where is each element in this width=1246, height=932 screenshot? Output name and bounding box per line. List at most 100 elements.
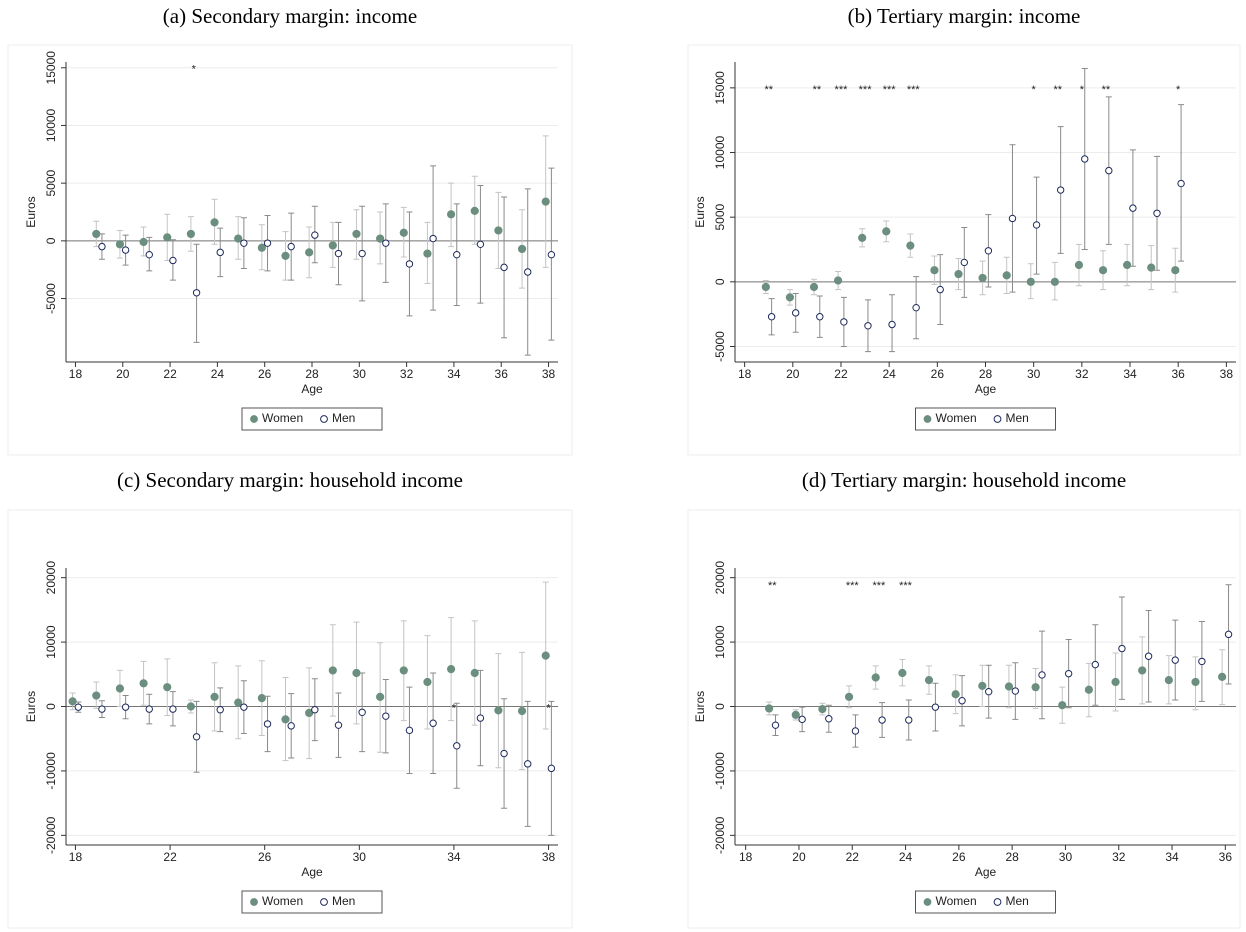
legend-box — [915, 407, 1056, 431]
significance-stars: *** — [835, 84, 849, 96]
point-estimate — [399, 228, 408, 237]
point-estimate — [192, 733, 201, 741]
point-estimate — [818, 704, 827, 714]
point-estimate — [936, 285, 944, 294]
point-estimate — [92, 691, 101, 700]
point-estimate — [453, 250, 461, 259]
x-axis-label: Age — [301, 382, 323, 396]
point-estimate — [376, 692, 385, 701]
point-estimate — [1191, 677, 1200, 687]
point-estimate — [1144, 652, 1153, 660]
point-estimate — [234, 234, 243, 243]
point-estimate — [765, 704, 774, 713]
point-estimate — [1050, 277, 1059, 286]
x-axis-label: Age — [301, 865, 323, 879]
x-tick-label: 36 — [1219, 850, 1233, 864]
point-estimate — [878, 716, 886, 724]
point-estimate — [423, 677, 432, 687]
legend-label: Women — [262, 894, 303, 908]
point-estimate — [833, 276, 843, 285]
point-estimate — [1011, 687, 1020, 695]
x-tick-label: 20 — [116, 367, 130, 381]
point-estimate — [311, 231, 319, 239]
point-estimate — [898, 668, 907, 678]
point-estimate — [216, 248, 224, 257]
point-estimate — [840, 318, 848, 326]
point-estimate — [334, 249, 343, 258]
point-estimate — [1038, 671, 1046, 679]
legend-label: Women — [936, 894, 977, 908]
point-estimate — [517, 706, 527, 716]
point-estimate — [287, 722, 295, 730]
y-tick-label: 0 — [44, 237, 58, 244]
x-tick-label: 38 — [542, 367, 556, 381]
point-estimate — [1171, 266, 1180, 275]
point-estimate — [358, 708, 366, 716]
x-tick-label: 34 — [447, 367, 461, 381]
y-tick-label: -10000 — [713, 752, 727, 790]
point-estimate — [382, 712, 390, 720]
x-axis-label: Age — [975, 865, 997, 879]
x-tick-label: 32 — [1112, 850, 1126, 864]
point-estimate — [517, 244, 527, 254]
point-estimate — [429, 719, 437, 727]
x-tick-label: 18 — [738, 367, 752, 381]
point-estimate — [547, 250, 556, 259]
point-estimate — [984, 247, 993, 255]
x-tick-label: 24 — [899, 850, 913, 864]
panel-frame — [7, 509, 573, 929]
panel-title: (c) Secondary margin: household income — [117, 468, 463, 492]
significance-stars: * — [1176, 84, 1181, 96]
x-tick-label: 32 — [1075, 367, 1089, 381]
y-tick-label: 20000 — [44, 561, 58, 595]
significance-stars: * — [1080, 84, 1085, 96]
point-estimate — [1008, 214, 1017, 223]
x-tick-label: 18 — [739, 850, 753, 864]
x-tick-label: 36 — [495, 367, 509, 381]
point-estimate — [1032, 221, 1041, 229]
point-estimate — [1098, 266, 1108, 275]
point-estimate — [240, 703, 248, 711]
point-estimate — [809, 282, 819, 292]
point-estimate — [524, 760, 532, 768]
point-estimate — [1081, 155, 1089, 163]
x-tick-label: 20 — [792, 850, 806, 864]
point-estimate — [305, 708, 314, 718]
point-estimate — [1026, 277, 1035, 286]
point-estimate — [1084, 685, 1093, 694]
point-estimate — [192, 289, 201, 297]
point-estimate — [163, 683, 172, 692]
y-tick-label: -20000 — [44, 816, 58, 854]
point-estimate — [115, 240, 125, 249]
point-estimate — [121, 703, 130, 711]
y-tick-label: 10000 — [713, 136, 727, 170]
point-estimate — [1064, 669, 1073, 678]
legend-label: Women — [936, 411, 977, 425]
significance-stars: * — [546, 702, 551, 714]
point-estimate — [1164, 675, 1173, 685]
x-tick-label: 38 — [542, 850, 556, 864]
point-estimate — [984, 687, 993, 696]
point-estimate — [767, 313, 776, 321]
y-tick-label: -20000 — [713, 816, 727, 854]
x-tick-label: 26 — [258, 367, 272, 381]
point-estimate — [145, 705, 153, 713]
y-tick-label: 0 — [713, 278, 727, 285]
y-tick-label: 10000 — [44, 625, 58, 659]
significance-stars: ** — [768, 580, 777, 592]
point-estimate — [960, 258, 969, 267]
y-tick-label: 15000 — [713, 71, 727, 105]
point-estimate — [399, 666, 408, 675]
point-estimate — [311, 706, 319, 714]
point-estimate — [405, 260, 414, 268]
legend-marker — [250, 898, 258, 906]
point-estimate — [328, 241, 337, 250]
point-estimate — [785, 293, 795, 302]
point-estimate — [139, 679, 148, 688]
point-estimate — [257, 694, 266, 703]
point-estimate — [1058, 701, 1067, 710]
significance-stars: * — [452, 702, 457, 714]
legend-marker — [320, 415, 328, 423]
x-tick-label: 28 — [305, 367, 319, 381]
